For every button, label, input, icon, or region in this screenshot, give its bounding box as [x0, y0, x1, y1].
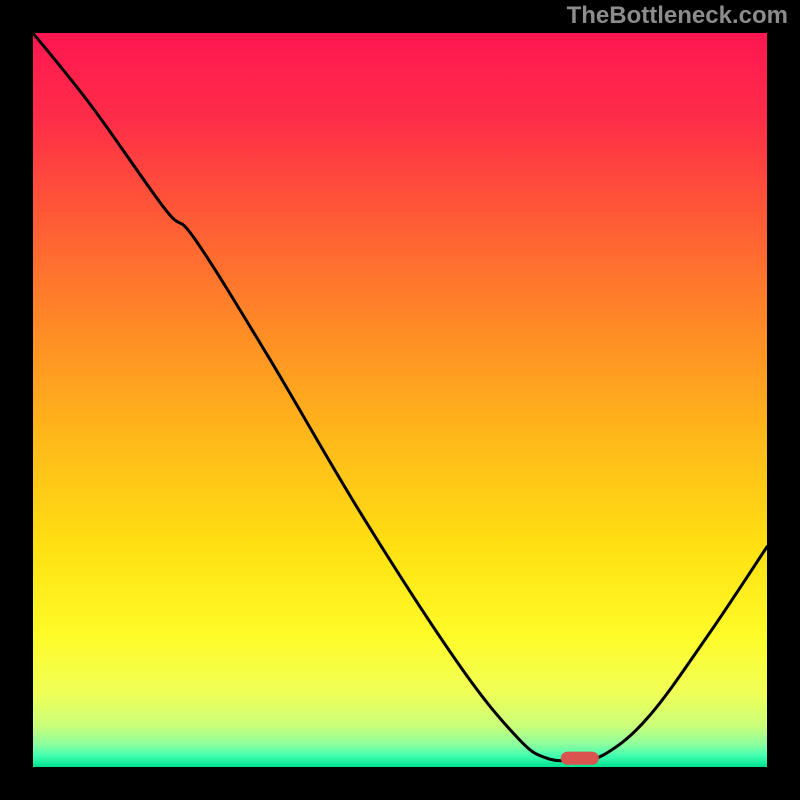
optimum-marker [561, 752, 599, 765]
bottleneck-chart [0, 0, 800, 800]
watermark-text: TheBottleneck.com [567, 2, 788, 30]
plot-background [33, 33, 767, 767]
chart-container: TheBottleneck.com [0, 0, 800, 800]
